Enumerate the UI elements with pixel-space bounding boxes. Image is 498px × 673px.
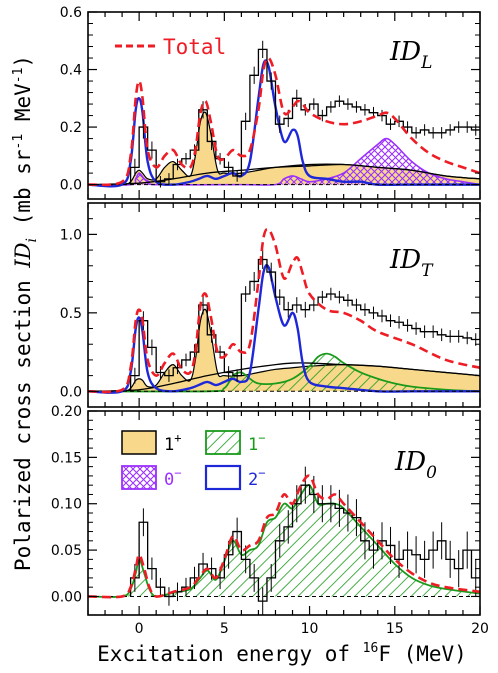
y-tick-label: 0.05: [51, 543, 82, 559]
x-tick-label: 5: [220, 621, 229, 637]
key-2minus-swatch: [204, 464, 242, 491]
envelope-curve: [88, 362, 480, 392]
panel-label-id-l: IDL: [389, 37, 432, 73]
panel-id-0: 0 5 10 15 20 0.00 0.05 0.10 0.15 0.20: [51, 404, 489, 637]
y-tick-label: 0.4: [60, 63, 82, 79]
zero-minus-curve: [88, 137, 480, 186]
one-minus-fill: [88, 353, 480, 392]
one-plus-fill: [88, 309, 480, 392]
x-tick-label: 15: [386, 621, 404, 637]
y-tick-label: 0.20: [51, 404, 82, 420]
y-tick-label: 0.5: [60, 306, 82, 322]
x-tick-label: 0: [135, 621, 144, 637]
key-0minus-label: 0−: [164, 466, 181, 490]
key-1plus-label: 1+: [164, 431, 181, 455]
y-tick-label: 0.10: [51, 497, 82, 513]
total-curve: [88, 227, 480, 394]
panel-frame: [87, 202, 481, 408]
key-2minus-label: 2−: [248, 466, 265, 490]
x-tick-label: 10: [301, 621, 319, 637]
legend-total-label: Total: [163, 35, 226, 59]
key-1minus-label: 1−: [248, 431, 265, 455]
plot-area: [88, 466, 480, 615]
panel-id-t: 0.0 0.5 1.0: [60, 202, 481, 408]
data-histogram: [129, 258, 480, 392]
y-tick-label: 0.6: [60, 5, 82, 21]
panel-label-id-t: IDT: [389, 245, 434, 281]
panel-label-id-0: ID0: [394, 447, 437, 483]
panel-frame: [87, 11, 481, 200]
total-curve: [88, 56, 480, 187]
y-tick-label: 0.0: [60, 178, 82, 194]
data-histogram: [129, 484, 480, 602]
key-1plus-swatch: [121, 430, 157, 455]
y-axis-title: Polarized cross section IDi (mb sr-1 MeV…: [11, 55, 40, 571]
plot-area: [88, 40, 480, 188]
y-tick-label: 1.0: [60, 227, 82, 243]
total-curve: [88, 474, 480, 599]
legend-total: Total: [115, 35, 226, 59]
key-0minus-swatch: [121, 465, 157, 490]
x-tick-label: 20: [471, 621, 489, 637]
y-tick-label: 0.2: [60, 120, 82, 136]
y-tick-label: 0.00: [51, 589, 82, 605]
y-tick-label: 0.0: [60, 384, 82, 400]
plot-area: [88, 227, 480, 394]
zero-minus-fill: [88, 138, 480, 186]
panel-id-l: 0.0 0.2 0.4 0.6: [60, 5, 481, 200]
legend-keys: 1+ 1− 0− 2−: [121, 430, 265, 491]
y-tick-label: 0.15: [51, 450, 82, 466]
key-1minus-swatch: [205, 430, 241, 455]
x-axis-title: Excitation energy of 16F (MeV): [97, 641, 467, 666]
data-histogram: [129, 48, 480, 185]
